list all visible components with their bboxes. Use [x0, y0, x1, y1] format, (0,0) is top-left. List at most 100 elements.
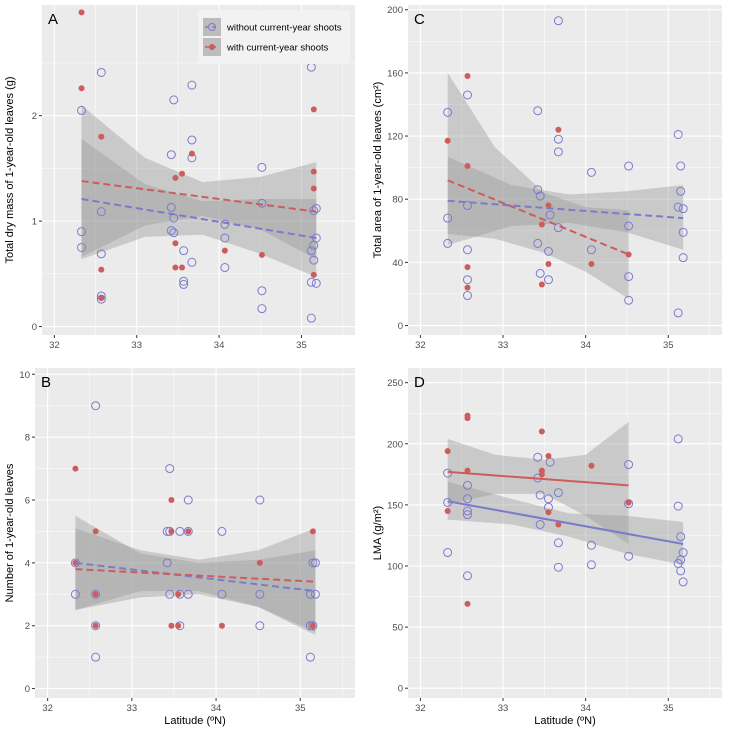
data-point-with-shoots	[444, 137, 451, 144]
data-point-without-shoots	[624, 272, 634, 282]
data-point-without-shoots	[586, 560, 596, 570]
fit-line	[447, 199, 684, 220]
data-point-without-shoots	[535, 490, 545, 500]
data-point-without-shoots	[179, 276, 189, 286]
data-point-with-shoots	[588, 462, 595, 469]
x-tick-label: 34	[580, 340, 591, 351]
data-point-without-shoots	[96, 67, 106, 77]
y-axis-label: Number of 1-year-old leaves	[4, 463, 16, 602]
data-point-with-shoots	[175, 591, 182, 598]
data-point-with-shoots	[172, 264, 179, 271]
data-point-with-shoots	[309, 528, 316, 535]
x-tick-label: 33	[498, 340, 509, 351]
y-tick-label: 2	[32, 111, 37, 122]
data-point-without-shoots	[70, 589, 80, 599]
data-point-without-shoots	[678, 204, 688, 214]
data-point-without-shoots	[91, 621, 101, 631]
y-tick-label: 80	[392, 195, 403, 206]
y-tick-label: 0	[25, 684, 30, 695]
data-point-with-shoots	[464, 284, 471, 291]
data-point-without-shoots	[533, 106, 543, 116]
y-tick-label: 50	[392, 623, 403, 634]
fit-line	[75, 561, 316, 593]
data-point-with-shoots	[172, 240, 179, 247]
data-point-without-shoots	[678, 577, 688, 587]
data-point-without-shoots	[183, 495, 193, 505]
plot-area-b	[35, 368, 355, 698]
data-point-without-shoots	[586, 167, 596, 177]
data-point-without-shoots	[443, 107, 453, 117]
data-point-without-shoots	[187, 80, 197, 90]
x-tick-label: 35	[295, 703, 306, 714]
data-point-without-shoots	[678, 548, 688, 558]
legend-key-without-point	[208, 23, 216, 31]
fit-line	[447, 500, 684, 545]
data-point-without-shoots	[179, 246, 189, 256]
y-tick-label: 10	[19, 370, 30, 381]
x-tick-label: 33	[498, 703, 509, 714]
data-point-without-shoots	[673, 129, 683, 139]
data-point-without-shoots	[162, 558, 172, 568]
x-tick-label: 35	[663, 703, 674, 714]
data-point-without-shoots	[586, 540, 596, 550]
data-point-without-shoots	[462, 510, 472, 520]
data-point-without-shoots	[543, 275, 553, 285]
data-point-without-shoots	[443, 548, 453, 558]
data-point-without-shoots	[673, 308, 683, 318]
data-point-with-shoots	[545, 453, 552, 459]
data-point-with-shoots	[464, 264, 471, 271]
y-tick-label: 150	[387, 500, 403, 511]
data-point-with-shoots	[444, 448, 451, 455]
data-point-with-shoots	[588, 260, 595, 267]
data-point-without-shoots	[220, 263, 230, 273]
x-tick-label: 35	[296, 340, 307, 351]
data-point-with-shoots	[72, 465, 79, 472]
data-point-without-shoots	[676, 532, 686, 542]
data-point-without-shoots	[166, 202, 176, 212]
data-point-without-shoots	[183, 526, 193, 536]
data-point-without-shoots	[553, 147, 563, 157]
panel-label: B	[41, 374, 51, 391]
data-point-without-shoots	[166, 150, 176, 160]
data-point-without-shoots	[310, 558, 320, 568]
data-point-without-shoots	[535, 191, 545, 201]
x-tick-label: 33	[131, 340, 142, 351]
data-point-without-shoots	[462, 201, 472, 211]
y-tick-label: 0	[32, 322, 37, 333]
data-point-without-shoots	[308, 621, 318, 631]
data-point-without-shoots	[169, 228, 179, 238]
data-point-without-shoots	[257, 304, 267, 314]
data-point-without-shoots	[462, 245, 472, 255]
confidence-band	[81, 138, 317, 277]
data-point-without-shoots	[310, 589, 320, 599]
x-tick-label: 34	[580, 703, 591, 714]
data-point-without-shoots	[553, 488, 563, 498]
data-point-with-shoots	[168, 497, 175, 503]
data-point-without-shoots	[553, 134, 563, 144]
data-point-with-shoots	[218, 622, 225, 629]
data-point-without-shoots	[678, 253, 688, 263]
data-point-without-shoots	[673, 434, 683, 444]
data-point-with-shoots	[98, 266, 105, 273]
data-point-without-shoots	[217, 589, 227, 599]
panel-c-total-area: 32 33 34 35 0 40 80 120 160 200 C Total area of 1-y…	[372, 5, 722, 351]
data-point-without-shoots	[535, 268, 545, 278]
data-point-with-shoots	[175, 622, 182, 629]
x-tick-label: 32	[415, 703, 426, 714]
data-point-without-shoots	[309, 206, 319, 216]
confidence-band	[447, 421, 629, 544]
data-point-with-shoots	[78, 85, 85, 92]
y-tick-label: 2	[25, 621, 30, 632]
data-point-without-shoots	[187, 135, 197, 145]
data-point-without-shoots	[673, 202, 683, 212]
panel-label: A	[48, 11, 58, 28]
data-point-without-shoots	[462, 90, 472, 100]
data-point-without-shoots	[165, 589, 175, 599]
plot-area-c	[408, 5, 722, 335]
plot-area-d	[408, 368, 722, 698]
data-point-with-shoots	[179, 264, 186, 271]
data-point-without-shoots	[624, 295, 634, 305]
data-point-with-shoots	[168, 622, 175, 629]
x-tick-label: 34	[214, 340, 225, 351]
